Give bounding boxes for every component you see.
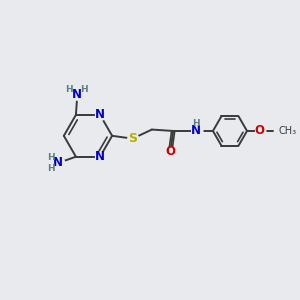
Text: ●: ●	[253, 124, 266, 139]
Text: ●: ●	[51, 154, 65, 172]
Text: CH₃: CH₃	[278, 126, 296, 136]
Text: N: N	[95, 108, 105, 122]
Text: N: N	[95, 150, 105, 163]
Text: H: H	[66, 85, 73, 94]
Text: S: S	[128, 132, 137, 145]
Text: ●: ●	[93, 149, 107, 164]
Text: O: O	[255, 124, 265, 137]
Text: H: H	[192, 119, 200, 128]
Text: N: N	[53, 157, 63, 169]
Text: ●: ●	[189, 122, 203, 140]
Text: H: H	[47, 164, 55, 173]
Text: N: N	[72, 88, 82, 101]
Text: H: H	[47, 153, 55, 162]
Text: ●: ●	[164, 144, 177, 159]
Text: ●: ●	[93, 107, 107, 122]
Text: ●: ●	[125, 130, 140, 148]
Text: H: H	[80, 85, 87, 94]
Text: O: O	[165, 145, 175, 158]
Text: N: N	[191, 124, 201, 137]
Text: ●: ●	[70, 85, 85, 103]
